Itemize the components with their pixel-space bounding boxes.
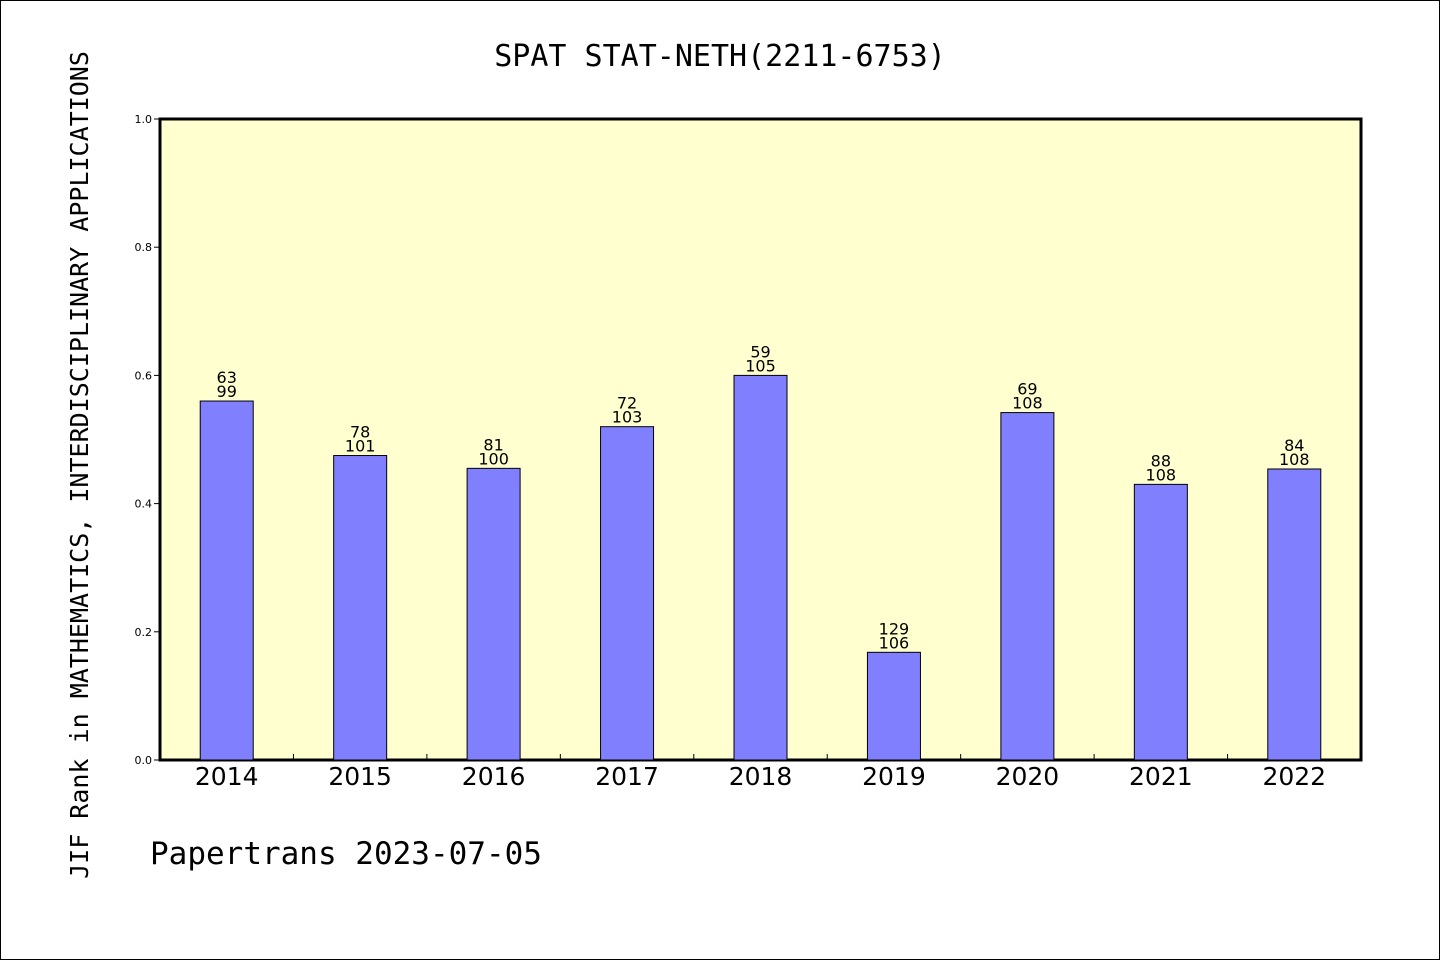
y-axis: 0.0 0.2 0.4 0.6 0.8 1.0 [135, 113, 160, 767]
bar-2016 [466, 467, 521, 761]
x-tick-label: 2018 [729, 762, 793, 791]
footer-source-date: Papertrans 2023-07-05 [150, 836, 542, 872]
bar-rank-label: 78 [350, 423, 370, 442]
bar-2015 [333, 455, 388, 761]
x-tick-label: 2015 [328, 762, 392, 791]
bar-rank-label: 59 [750, 342, 770, 361]
y-tick-label: 0.2 [135, 626, 153, 639]
x-tick-label: 2014 [195, 762, 259, 791]
chart-title: SPAT STAT-NETH(2211-6753) [494, 39, 946, 74]
bar-rank-label: 129 [879, 619, 910, 638]
x-tick-label: 2019 [862, 762, 926, 791]
x-axis: 2014 2015 2016 2017 2018 2019 2020 2021 2022 [195, 754, 1326, 791]
y-tick-label: 1.0 [135, 113, 153, 126]
x-tick-label: 2017 [595, 762, 659, 791]
bar-2018 [733, 374, 788, 761]
x-tick-label: 2020 [996, 762, 1060, 791]
bar-total-label: 103 [612, 408, 643, 427]
x-tick-label: 2022 [1262, 762, 1326, 791]
x-tick-label: 2016 [462, 762, 526, 791]
bar-2020 [1000, 412, 1055, 761]
bar-total-label: 99 [217, 382, 237, 401]
bar-2017 [600, 426, 655, 761]
y-tick-label: 0.8 [135, 241, 153, 254]
bar-total-label: 100 [478, 449, 509, 468]
x-tick-label: 2021 [1129, 762, 1193, 791]
y-tick-label: 0.6 [135, 369, 153, 382]
y-axis-label: JIF Rank in MATHEMATICS, INTERDISCIPLINA… [65, 51, 94, 879]
bar-rank-label: 84 [1284, 436, 1304, 455]
bar-rank-label: 88 [1151, 451, 1171, 470]
bar-total-label: 108 [1146, 465, 1177, 484]
bar-2019 [866, 651, 921, 761]
bar-total-label: 106 [879, 633, 910, 652]
bar-2022 [1267, 468, 1322, 761]
y-tick-label: 0.0 [135, 754, 153, 767]
bar-rank-label: 63 [217, 368, 237, 387]
bar-2014 [199, 400, 254, 761]
bar-rank-label: 72 [617, 394, 637, 413]
bar-2021 [1133, 483, 1188, 761]
y-tick-label: 0.4 [135, 498, 153, 511]
bar-total-label: 105 [745, 356, 776, 375]
bar-rank-label: 69 [1017, 380, 1037, 399]
bar-rank-label: 81 [483, 435, 503, 454]
bar-total-label: 101 [345, 437, 376, 456]
bar-total-label: 108 [1012, 394, 1043, 413]
bar-total-label: 108 [1279, 450, 1310, 469]
